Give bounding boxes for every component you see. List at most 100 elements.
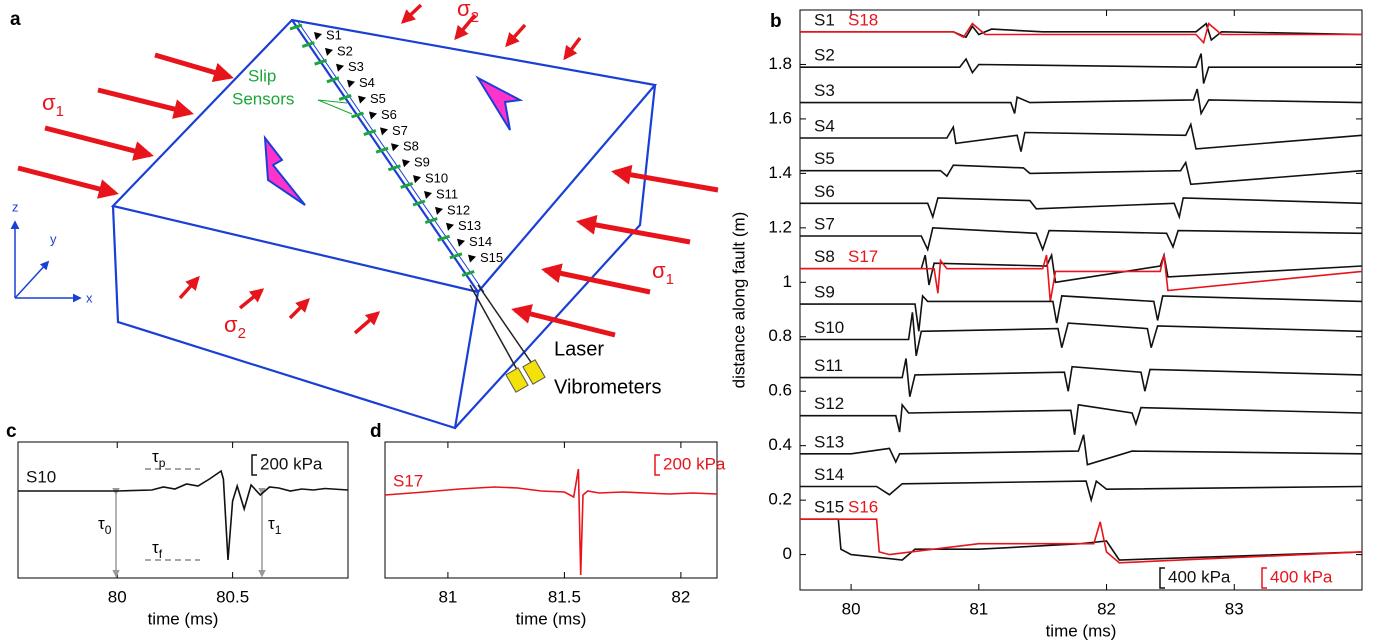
series-label: S18 — [848, 10, 878, 29]
trace — [800, 22, 1362, 45]
stress-label: σ1 — [42, 90, 64, 120]
series-label: S11 — [814, 356, 843, 375]
panel-label: c — [6, 421, 17, 442]
slip-sensor — [412, 199, 426, 207]
y-tick-label: 0 — [783, 544, 792, 563]
arrow — [238, 288, 265, 310]
arrow — [454, 13, 477, 41]
slip-sensor — [375, 146, 389, 154]
panel-label: a — [10, 9, 21, 30]
trace — [800, 197, 1363, 220]
sensor-label: S4 — [359, 75, 375, 90]
series-label: S8 — [814, 247, 835, 266]
plot-frame — [384, 441, 718, 579]
trace — [800, 160, 1363, 186]
series-label: S5 — [814, 149, 835, 168]
series-label: S17 — [848, 247, 878, 266]
slip-sensor — [289, 23, 303, 31]
subscript: 2 — [238, 325, 246, 342]
arrow — [541, 263, 651, 295]
slip-sensor — [314, 58, 328, 66]
sensor-caption: Slip — [248, 66, 276, 85]
sensor-label: S6 — [381, 107, 397, 122]
vibrometer — [505, 367, 529, 393]
panel-label: b — [770, 11, 782, 32]
trace — [800, 358, 1363, 397]
sensor-label: S8 — [403, 139, 419, 154]
slip-sensor — [351, 111, 364, 119]
slip-sensor — [387, 164, 401, 172]
stress-label: σ2 — [457, 0, 479, 26]
x-axis-label: time (ms) — [1046, 621, 1117, 640]
trace — [800, 294, 1363, 332]
slip-sensor — [363, 129, 377, 137]
sensor-label: S5 — [370, 91, 386, 106]
sensor-mount — [413, 175, 421, 184]
series-label: S12 — [814, 394, 844, 413]
arrow — [400, 3, 423, 24]
slip-sensor — [400, 181, 414, 189]
trace — [800, 121, 1363, 152]
arrow — [511, 304, 616, 338]
arrow — [353, 311, 381, 335]
y-tick-label: 1.4 — [768, 163, 792, 182]
stress-label: σ2 — [224, 312, 246, 342]
sensor-label: S10 — [425, 171, 448, 186]
y-tick-label: 1.2 — [768, 217, 792, 236]
annotation: τp — [152, 447, 166, 470]
annotation: τ1 — [268, 514, 282, 537]
series-label: S14 — [814, 465, 844, 484]
sensor-mount — [457, 238, 465, 247]
arrow — [154, 52, 234, 83]
x-axis-label: time (ms) — [148, 609, 219, 628]
sensor-label: S15 — [480, 250, 503, 265]
y-tick-label: 0.4 — [768, 435, 792, 454]
sensor-mount — [402, 159, 410, 168]
sensor-mount — [314, 32, 322, 40]
instrument-caption: Laser — [554, 338, 604, 360]
arrow — [178, 275, 200, 300]
x-tick-label: 80 — [842, 599, 861, 618]
arrow — [288, 298, 310, 320]
series-label: S7 — [814, 214, 835, 233]
y-tick-label: 0.6 — [768, 381, 792, 400]
sensor-mount — [347, 79, 355, 88]
side-face — [454, 84, 657, 429]
series-label: S4 — [814, 116, 835, 135]
symbol: σ — [224, 312, 238, 337]
sensor-label: S14 — [469, 234, 492, 249]
arrow — [505, 23, 527, 48]
symbol: τ — [152, 447, 159, 466]
arrow — [44, 125, 154, 161]
x-tick-label: 81.5 — [548, 587, 581, 606]
subscript: 1 — [275, 523, 282, 537]
laser-beams — [469, 284, 536, 376]
slip-sensor — [424, 217, 438, 225]
axis-name: y — [50, 231, 57, 246]
sensor-mount — [336, 63, 344, 72]
symbol: σ — [42, 90, 56, 115]
trace — [384, 468, 718, 576]
scale-bar — [1261, 567, 1267, 589]
slip-sensor — [301, 41, 315, 49]
sensor-label: S7 — [392, 123, 408, 138]
trace — [800, 254, 1363, 302]
annotation: τf — [152, 538, 163, 561]
block — [110, 18, 658, 430]
sensor-label: S11 — [436, 186, 458, 201]
series-label: S17 — [393, 471, 423, 490]
caption-pointers — [317, 99, 353, 115]
symbol: τ — [152, 538, 159, 557]
slip-arrow — [475, 75, 524, 131]
x-tick-label: 82 — [671, 587, 690, 606]
y-tick-label: 0.2 — [768, 490, 792, 509]
stress-label: σ1 — [652, 258, 674, 288]
trace — [800, 312, 1363, 356]
scale-bar-label: 400 kPa — [1168, 567, 1231, 586]
trace — [800, 226, 1363, 253]
sensor-mount — [435, 206, 443, 215]
trace — [800, 434, 1363, 466]
fault — [291, 19, 479, 293]
arrow — [97, 87, 194, 119]
